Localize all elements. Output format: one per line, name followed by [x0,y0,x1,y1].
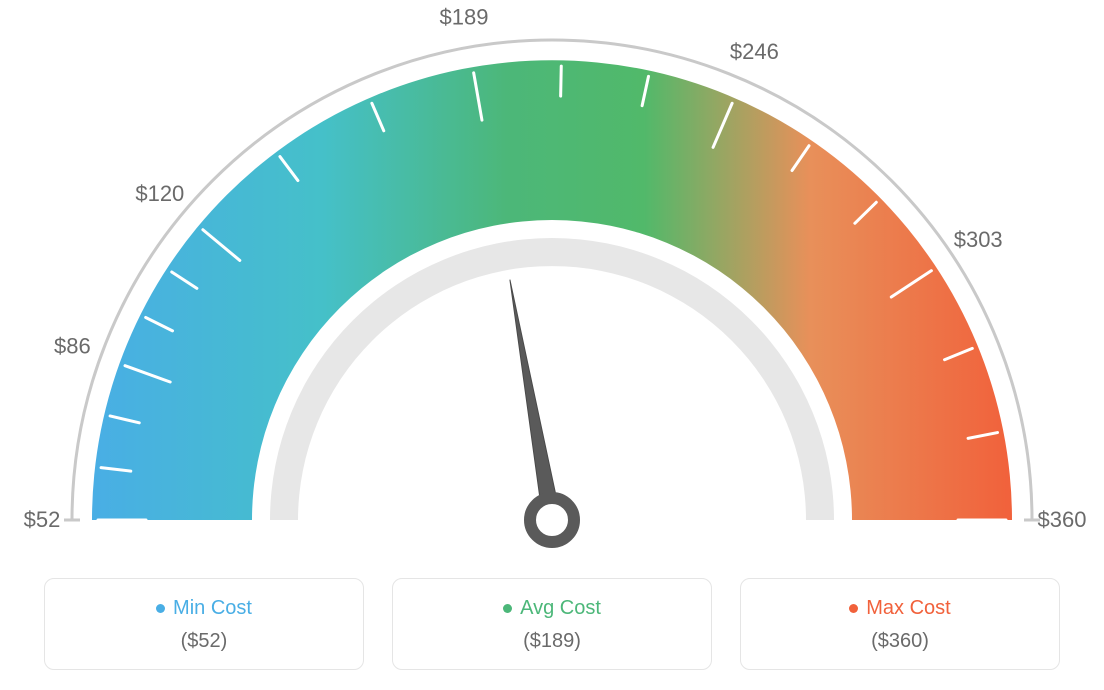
legend-card-min: Min Cost ($52) [44,578,364,670]
legend-value-min: ($52) [45,630,363,653]
svg-text:$86: $86 [54,334,91,359]
svg-text:$52: $52 [24,507,61,532]
legend-dot-max [849,604,858,613]
legend-label-avg: Avg Cost [503,597,601,620]
svg-text:$120: $120 [135,181,184,206]
svg-text:$189: $189 [440,5,489,30]
legend-label-min: Min Cost [156,597,252,620]
legend-row: Min Cost ($52) Avg Cost ($189) Max Cost … [0,578,1104,670]
legend-value-avg: ($189) [393,630,711,653]
legend-card-avg: Avg Cost ($189) [392,578,712,670]
svg-text:$246: $246 [730,39,779,64]
cost-gauge: $52 $86 $120 $189 $246 $303 $360 [0,0,1104,560]
legend-card-max: Max Cost ($360) [740,578,1060,670]
svg-text:$360: $360 [1038,507,1087,532]
svg-text:$303: $303 [954,227,1003,252]
legend-value-max: ($360) [741,630,1059,653]
gauge-svg: $52 $86 $120 $189 $246 $303 $360 [0,0,1104,560]
legend-text-max: Max Cost [866,597,950,620]
legend-label-max: Max Cost [849,597,950,620]
legend-dot-avg [503,604,512,613]
legend-text-avg: Avg Cost [520,597,601,620]
legend-text-min: Min Cost [173,597,252,620]
legend-dot-min [156,604,165,613]
